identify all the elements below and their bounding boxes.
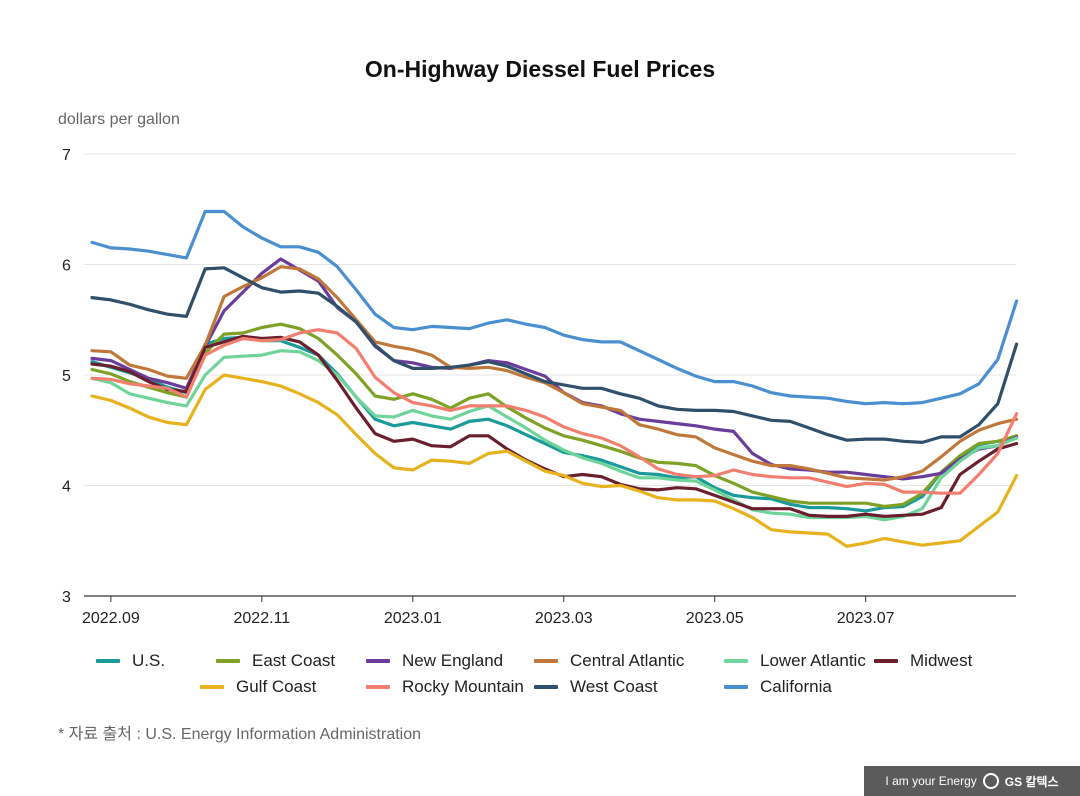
legend-item: U.S. (96, 650, 216, 672)
legend-swatch (534, 685, 558, 689)
series-line-west-coast (90, 266, 1019, 444)
series-line-central-atlantic (90, 265, 1019, 482)
series-line-midwest (90, 334, 1019, 519)
series-line-rocky-mountain (90, 328, 1019, 495)
legend-label: U.S. (132, 651, 166, 670)
chart-legend: U.S. East Coast New England Central Atlanti… (96, 650, 1016, 698)
x-tick-label: 2023.01 (384, 610, 442, 627)
x-tick-label: 2022.11 (234, 610, 291, 627)
y-axis-unit-label: dollars per gallon (58, 111, 180, 128)
x-tick-label: 2023.05 (686, 610, 744, 627)
chart-title: On-Highway Diessel Fuel Prices (364, 56, 716, 82)
line-chart: 3 4 5 6 7 2022.09 2022.11 2023.01 2023.03 2023.05… (62, 147, 1019, 627)
legend-label: Lower Atlantic (760, 651, 866, 670)
y-tick-label: 5 (62, 368, 71, 385)
x-tick-label: 2023.03 (535, 610, 593, 627)
y-tick-label: 4 (62, 479, 71, 496)
legend-label: Central Atlantic (570, 651, 685, 670)
y-tick-label: 6 (62, 258, 71, 275)
legend-swatch (216, 659, 240, 663)
legend-label: New England (402, 651, 504, 670)
legend-item: West Coast (534, 676, 724, 698)
legend-swatch (534, 659, 558, 663)
brand-footer: I am your Energy GS 칼텍스 (864, 766, 1080, 796)
legend-label: East Coast (252, 651, 336, 670)
legend-label: Midwest (910, 651, 973, 670)
legend-swatch (366, 659, 390, 663)
legend-item: Rocky Mountain (366, 676, 534, 698)
y-tick-label: 7 (62, 147, 71, 164)
legend-swatch (366, 685, 390, 689)
legend-item: Central Atlantic (534, 650, 724, 672)
gs-logo-icon (982, 773, 999, 789)
legend-swatch (874, 659, 898, 663)
legend-label: Gulf Coast (236, 677, 317, 696)
legend-label: Rocky Mountain (402, 677, 524, 696)
legend-item: Midwest (874, 650, 1014, 672)
y-tick-label: 3 (62, 589, 71, 606)
legend-swatch (724, 685, 748, 689)
source-note: * 자료 출처 : U.S. Energy Information Admini… (58, 726, 422, 743)
legend-item: Gulf Coast (200, 676, 366, 698)
x-tick-label: 2022.09 (82, 610, 140, 627)
legend-swatch (200, 685, 224, 689)
series-line-east-coast (90, 322, 1019, 509)
series-line-california (90, 209, 1019, 406)
series-line-lower-atlantic (90, 349, 1019, 522)
legend-item: Lower Atlantic (724, 650, 874, 672)
legend-item: New England (366, 650, 534, 672)
legend-label: West Coast (570, 677, 658, 696)
legend-item: California (724, 676, 874, 698)
legend-swatch (724, 659, 748, 663)
legend-label: California (760, 677, 832, 696)
x-tick-label: 2023.07 (837, 610, 895, 627)
legend-swatch (96, 659, 120, 663)
series-line-gulf-coast (90, 373, 1019, 548)
legend-item: East Coast (216, 650, 366, 672)
